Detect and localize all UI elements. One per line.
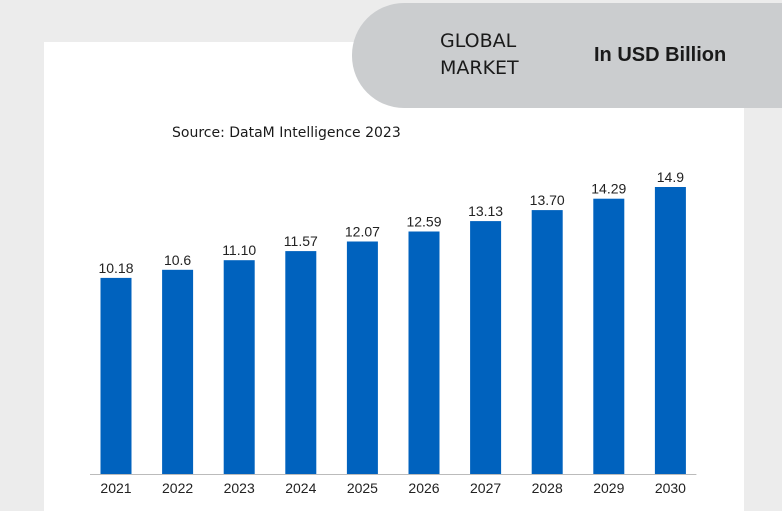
header-banner (352, 3, 782, 108)
bar-2021 (100, 277, 132, 474)
x-tick-2029: 2029 (593, 480, 624, 496)
data-label-2025: 12.07 (345, 224, 380, 240)
data-label-2030: 14.9 (657, 169, 684, 185)
x-tick-2028: 2028 (532, 480, 563, 496)
data-label-2024: 11.57 (284, 233, 318, 249)
x-tick-2025: 2025 (347, 480, 378, 496)
chart-card (44, 42, 744, 511)
bar-2022 (162, 269, 194, 474)
data-label-2023: 11.10 (222, 242, 256, 258)
bar-2026 (408, 231, 440, 474)
data-label-2022: 10.6 (164, 252, 191, 268)
x-tick-2022: 2022 (162, 480, 193, 496)
source-label: Source: DataM Intelligence 2023 (172, 125, 401, 141)
data-label-2026: 12.59 (406, 214, 441, 230)
bar-2023 (223, 260, 255, 474)
bar-2025 (346, 241, 378, 474)
bar-2027 (470, 221, 502, 474)
x-tick-2030: 2030 (655, 480, 686, 496)
data-label-2029: 14.29 (591, 181, 626, 197)
bar-2024 (285, 251, 317, 474)
x-tick-2021: 2021 (100, 480, 131, 496)
x-tick-2024: 2024 (285, 480, 316, 496)
market-title: GLOBAL MARKET (440, 30, 519, 79)
data-label-2021: 10.18 (98, 260, 133, 276)
bar-2028 (531, 210, 563, 474)
x-tick-2026: 2026 (408, 480, 439, 496)
data-label-2027: 13.13 (468, 203, 503, 219)
data-label-2028: 13.70 (530, 192, 565, 208)
x-tick-2027: 2027 (470, 480, 501, 496)
unit-label: In USD Billion (594, 44, 727, 66)
x-tick-2023: 2023 (224, 480, 255, 496)
bar-2030 (654, 187, 686, 474)
bar-2029 (593, 198, 625, 474)
